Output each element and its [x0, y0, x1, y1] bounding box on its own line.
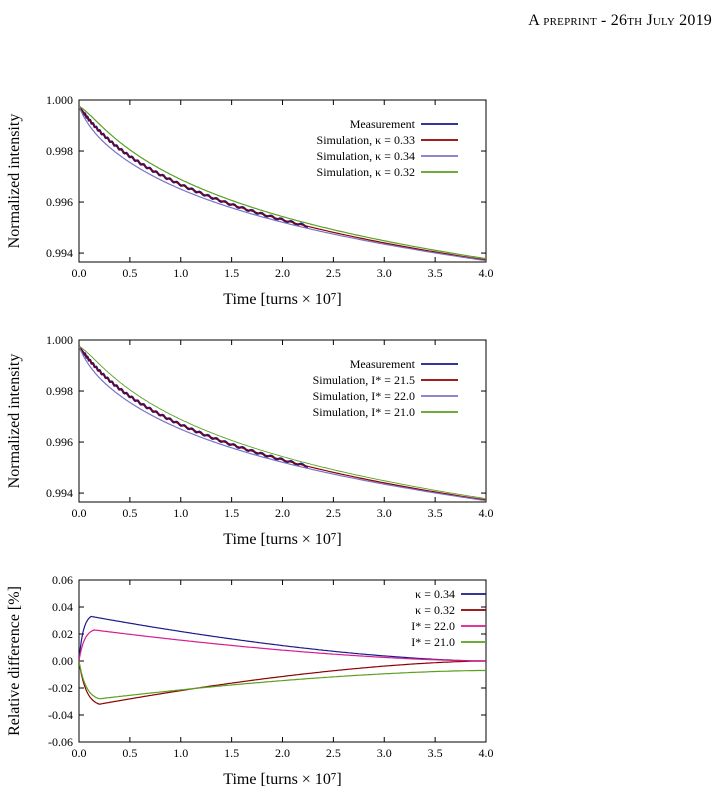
x-tick-label: 4.0: [479, 266, 494, 280]
y-tick-label: 0.02: [52, 627, 73, 641]
chart-panel-1: 0.0 0.5 1.0 1.5 2.0 2.5 3.0 3.5 4.0 1.000 0.998 0.9…: [6, 93, 494, 308]
series-line-1: [79, 105, 309, 229]
x-tick-label: 3.5: [428, 266, 443, 280]
x-tick-label: 3.0: [377, 506, 392, 520]
x-tick-label: 2.0: [275, 746, 290, 760]
x-tick-label: 2.5: [326, 506, 341, 520]
legend-label-1: κ = 0.34: [415, 587, 455, 601]
x-tick-label: 2.0: [275, 506, 290, 520]
y-tick-label: 0.00: [52, 654, 73, 668]
x-tick-label: 1.5: [224, 746, 239, 760]
chart-panel-2: 0.0 0.5 1.0 1.5 2.0 2.5 3.0 3.5 4.0 1.000 0.998 0.9…: [6, 333, 494, 548]
y-tick-label: 1.000: [46, 93, 73, 107]
series-line-3: [79, 106, 486, 262]
series-line-2: [79, 660, 486, 705]
series-line-3: [79, 346, 486, 502]
x-tick-label: 4.0: [479, 506, 494, 520]
legend-label-3: I* = 22.0: [411, 619, 455, 633]
x-tick-label: 2.0: [275, 266, 290, 280]
y-tick-label: 0.994: [46, 486, 73, 500]
y-tick-label: 0.06: [52, 573, 73, 587]
series-line-2: [79, 105, 486, 261]
x-tick-label: 0.5: [122, 266, 137, 280]
running-header: A preprint - 26th July 2019: [528, 12, 712, 30]
x-tick-label: 0.0: [72, 506, 87, 520]
y-axis-label: Normalized intensity: [6, 114, 23, 249]
x-axis-label: Time [turns × 10⁷]: [223, 531, 341, 548]
x-tick-label: 1.0: [173, 266, 188, 280]
x-tick-label: 1.5: [224, 266, 239, 280]
x-tick-label: 0.0: [72, 266, 87, 280]
x-tick-label: 3.0: [377, 266, 392, 280]
x-tick-label: 1.0: [173, 506, 188, 520]
y-tick-label: 0.996: [46, 195, 73, 209]
x-tick-label: 0.0: [72, 746, 87, 760]
y-tick-label: -0.06: [48, 735, 73, 749]
legend-label-3: Simulation, I* = 22.0: [313, 389, 415, 403]
y-tick-label: -0.02: [48, 681, 73, 695]
x-tick-label: 2.5: [326, 746, 341, 760]
y-tick-label: 0.998: [46, 384, 73, 398]
legend-label-4: Simulation, κ = 0.32: [317, 165, 415, 179]
x-tick-label: 1.5: [224, 506, 239, 520]
x-axis-label: Time [turns × 10⁷]: [223, 291, 341, 308]
y-tick-label: 0.04: [52, 600, 73, 614]
series-line-2: [79, 345, 486, 501]
chart-panel-3: 0.0 0.5 1.0 1.5 2.0 2.5 3.0 3.5 4.0 0.06 0.04 0.02 0…: [6, 573, 494, 788]
legend-label-1: Measurement: [350, 357, 416, 371]
series-line-1: [79, 615, 486, 662]
y-tick-label: 1.000: [46, 333, 73, 347]
series-line-4: [79, 660, 486, 700]
x-tick-label: 3.5: [428, 746, 443, 760]
x-tick-label: 3.5: [428, 506, 443, 520]
y-tick-label: 0.996: [46, 435, 73, 449]
x-tick-label: 3.0: [377, 746, 392, 760]
legend-label-2: κ = 0.32: [415, 603, 455, 617]
x-tick-label: 0.5: [122, 506, 137, 520]
y-tick-label: -0.04: [48, 708, 73, 722]
legend-label-1: Measurement: [350, 117, 416, 131]
y-axis-label: Relative difference [%]: [6, 586, 23, 736]
running-header-text: A preprint - 26th July 2019: [528, 12, 712, 29]
y-tick-label: 0.994: [46, 246, 73, 260]
legend-label-4: I* = 21.0: [411, 635, 455, 649]
legend-label-2: Simulation, I* = 21.5: [313, 373, 415, 387]
x-tick-label: 4.0: [479, 746, 494, 760]
x-tick-label: 1.0: [173, 746, 188, 760]
legend-label-2: Simulation, κ = 0.33: [317, 133, 415, 147]
y-tick-label: 0.998: [46, 144, 73, 158]
series-line-3: [79, 629, 486, 662]
series-line-4: [79, 345, 486, 500]
legend-label-3: Simulation, κ = 0.34: [317, 149, 415, 163]
legend-label-4: Simulation, I* = 21.0: [313, 405, 415, 419]
x-tick-label: 2.5: [326, 266, 341, 280]
x-axis-label: Time [turns × 10⁷]: [223, 771, 341, 788]
series-line-1: [79, 345, 309, 469]
x-tick-label: 0.5: [122, 746, 137, 760]
series-line-4: [79, 105, 486, 260]
y-axis-label: Normalized intensity: [6, 354, 23, 489]
